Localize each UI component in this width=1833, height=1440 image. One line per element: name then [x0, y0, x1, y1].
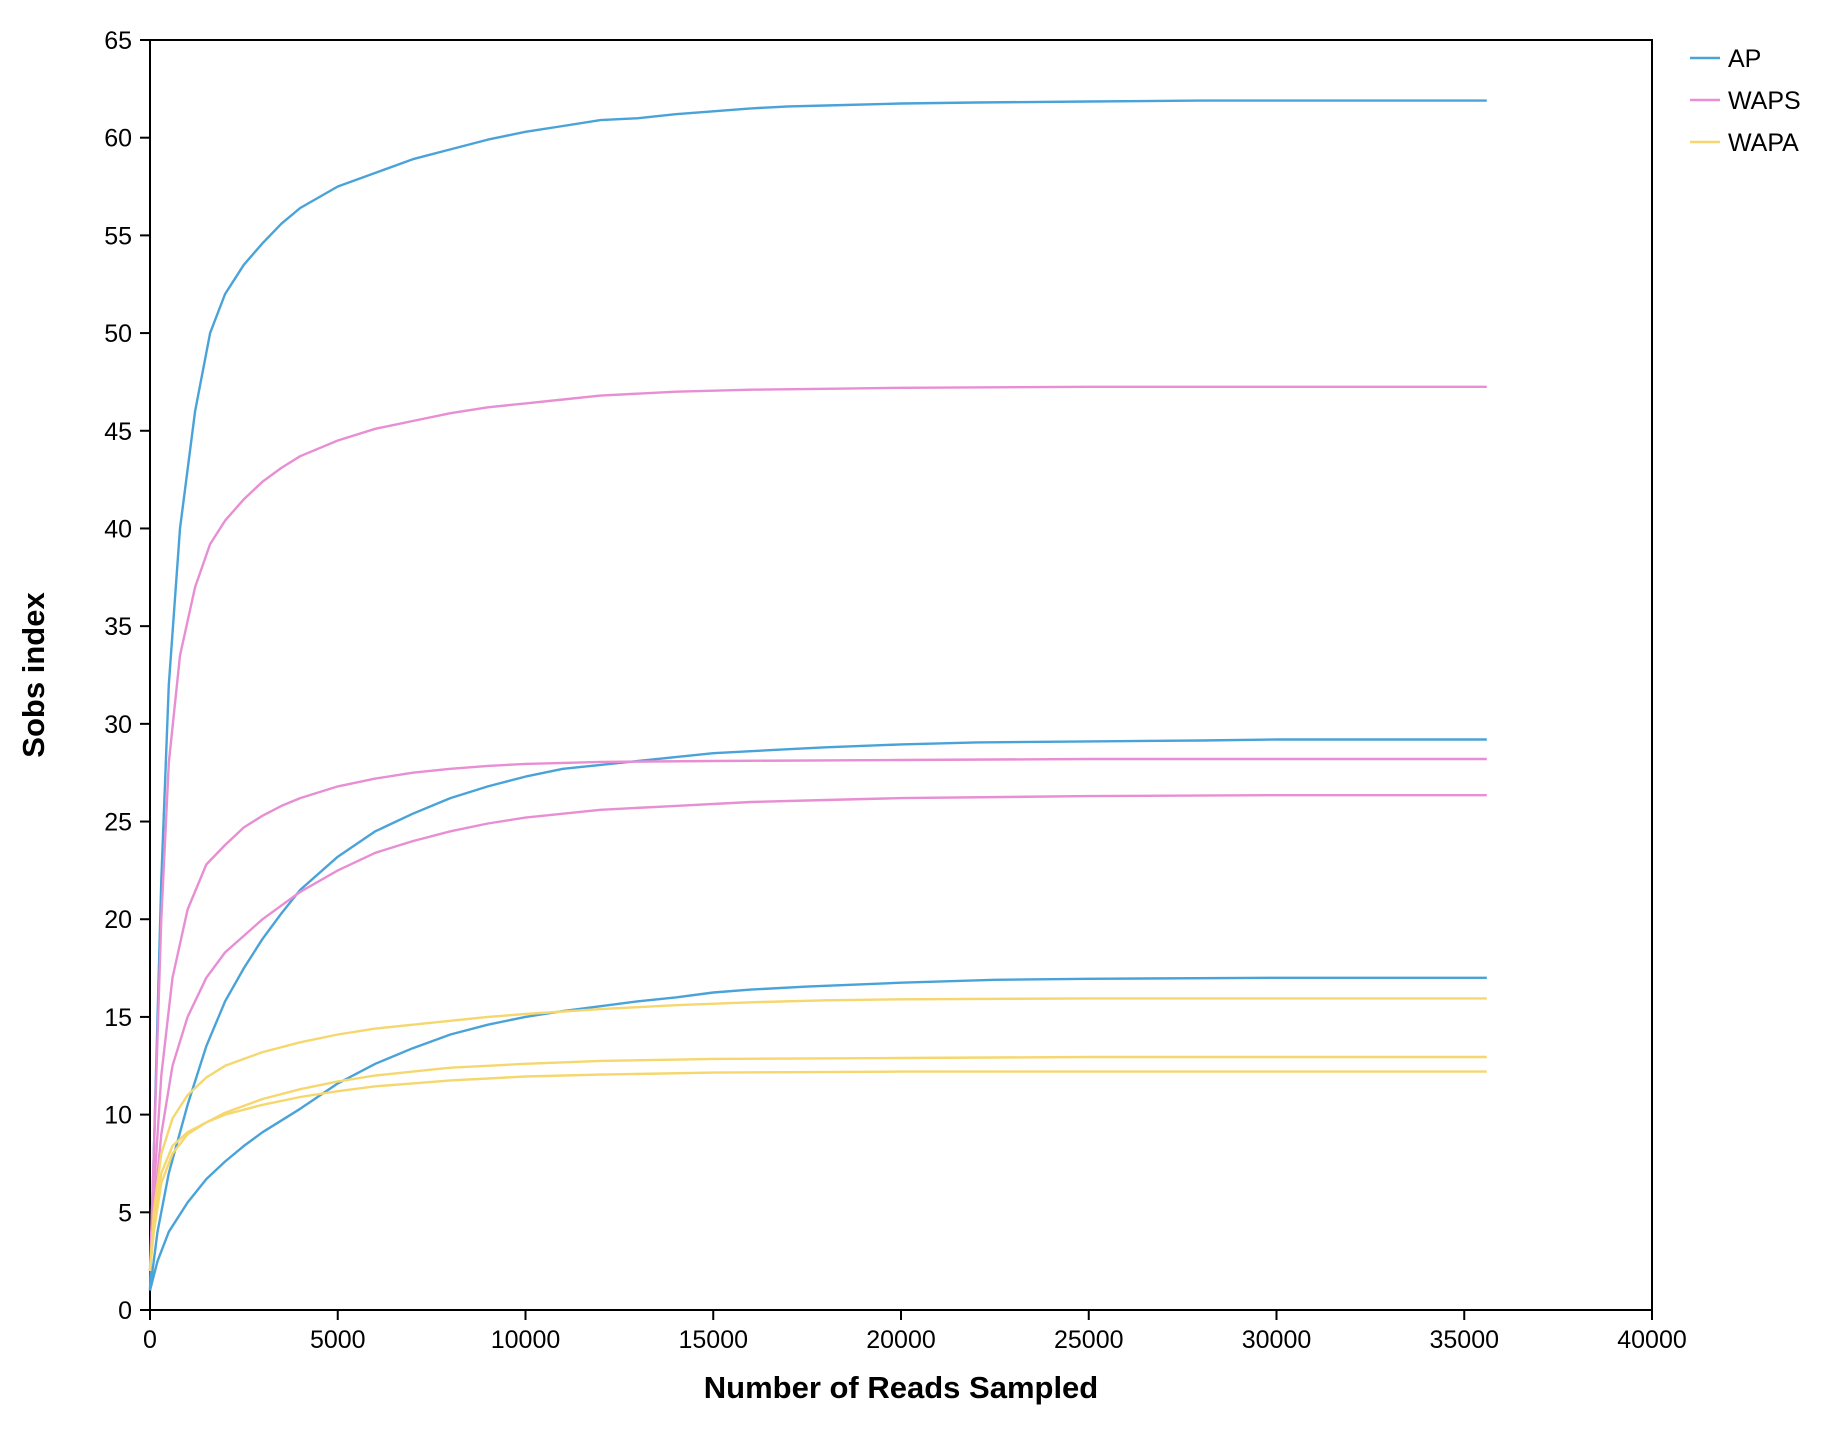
y-tick-label: 45: [104, 418, 132, 446]
y-tick-label: 35: [104, 613, 132, 641]
x-tick-label: 15000: [678, 1326, 748, 1354]
series-line-waps-4: [148, 385, 1487, 1271]
y-tick-label: 50: [104, 320, 132, 348]
x-tick-label: 5000: [310, 1326, 366, 1354]
y-tick-label: 5: [118, 1199, 132, 1227]
series-line-wapa-8: [148, 1055, 1487, 1272]
y-tick-label: 10: [104, 1102, 132, 1130]
series-line-ap-3: [148, 976, 1487, 1291]
y-tick-label: 0: [118, 1297, 132, 1325]
x-axis: 0 5000 10000 15000 20000 25000 30000 35000 40000: [143, 1310, 1687, 1354]
series-line-ap-2: [148, 738, 1487, 1291]
legend-label-ap: AP: [1728, 45, 1761, 73]
plot-border: [149, 39, 1653, 1311]
x-tick-label: 25000: [1054, 1326, 1124, 1354]
y-axis: 0 5 10 15 20 25 30 35 40 45 50 55 60 65: [104, 27, 150, 1325]
x-tick-label: 40000: [1617, 1326, 1687, 1354]
series-line-waps-6: [148, 794, 1487, 1271]
series-line-wapa-9: [148, 1070, 1487, 1271]
y-tick-label: 20: [104, 906, 132, 934]
y-tick-label: 55: [104, 222, 132, 250]
y-tick-label: 25: [104, 809, 132, 837]
x-tick-label: 10000: [491, 1326, 561, 1354]
y-tick-label: 30: [104, 711, 132, 739]
series-line-ap-1: [148, 99, 1487, 1291]
series-layer: [148, 99, 1487, 1291]
x-tick-label: 35000: [1429, 1326, 1499, 1354]
y-tick-label: 40: [104, 515, 132, 543]
legend: AP WAPS WAPA: [1690, 45, 1801, 157]
x-tick-label: 20000: [866, 1326, 936, 1354]
legend-label-waps: WAPS: [1728, 87, 1801, 115]
y-tick-label: 15: [104, 1004, 132, 1032]
y-tick-label: 60: [104, 125, 132, 153]
x-axis-title: Number of Reads Sampled: [704, 1370, 1098, 1405]
x-tick-label: 30000: [1242, 1326, 1312, 1354]
y-axis-title: Sobs index: [16, 592, 51, 758]
x-tick-label: 0: [143, 1326, 157, 1354]
legend-label-wapa: WAPA: [1728, 129, 1799, 157]
series-line-waps-5: [148, 757, 1487, 1271]
y-tick-label: 65: [104, 27, 132, 55]
plot-area: [149, 39, 1653, 1311]
series-line-wapa-7: [148, 997, 1487, 1271]
